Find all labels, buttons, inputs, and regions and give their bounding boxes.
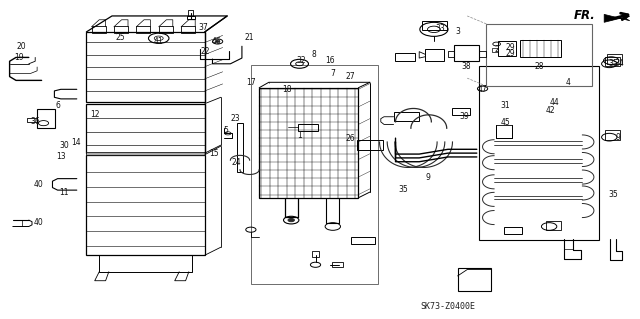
Bar bbox=[251, 65, 378, 284]
Bar bbox=[605, 57, 620, 66]
Text: 6: 6 bbox=[55, 101, 60, 110]
Text: 4: 4 bbox=[566, 78, 571, 87]
Text: 20: 20 bbox=[16, 42, 26, 51]
Text: 8: 8 bbox=[311, 50, 316, 59]
Text: 3: 3 bbox=[455, 27, 460, 36]
Text: 13: 13 bbox=[56, 152, 66, 161]
Bar bbox=[351, 237, 375, 244]
Bar bbox=[454, 45, 479, 61]
Text: 21: 21 bbox=[245, 33, 254, 42]
Text: 12: 12 bbox=[90, 110, 99, 119]
Bar bbox=[259, 88, 358, 198]
Bar bbox=[86, 104, 205, 153]
Text: 31: 31 bbox=[500, 101, 511, 110]
Text: 36: 36 bbox=[30, 117, 40, 126]
Text: 46: 46 bbox=[211, 37, 221, 46]
Text: 1: 1 bbox=[297, 131, 302, 140]
Bar bbox=[357, 140, 383, 150]
Text: 40: 40 bbox=[33, 218, 44, 227]
Text: 29: 29 bbox=[505, 49, 515, 58]
Text: 7: 7 bbox=[330, 69, 335, 78]
Text: 9: 9 bbox=[425, 173, 430, 182]
Bar bbox=[298, 124, 318, 131]
Circle shape bbox=[216, 41, 220, 42]
Text: 22: 22 bbox=[200, 47, 209, 56]
Text: 27: 27 bbox=[346, 72, 356, 81]
Text: 33: 33 bbox=[435, 24, 445, 33]
Text: 9: 9 bbox=[615, 133, 620, 142]
Text: 5: 5 bbox=[223, 126, 228, 135]
Text: 2: 2 bbox=[494, 45, 499, 54]
Text: 25: 25 bbox=[115, 33, 125, 42]
Bar bbox=[496, 125, 512, 138]
Bar bbox=[312, 251, 319, 257]
Text: 11: 11 bbox=[60, 189, 68, 197]
Bar bbox=[486, 24, 592, 86]
Text: 42: 42 bbox=[545, 106, 556, 115]
Circle shape bbox=[288, 219, 294, 222]
Text: 24: 24 bbox=[232, 158, 242, 167]
Text: 19: 19 bbox=[14, 53, 24, 62]
Text: 39: 39 bbox=[460, 112, 470, 121]
Text: 17: 17 bbox=[246, 78, 256, 87]
Bar bbox=[86, 155, 205, 255]
Bar bbox=[425, 49, 444, 61]
Bar bbox=[92, 26, 106, 33]
Text: 28: 28 bbox=[535, 63, 544, 71]
Bar bbox=[395, 53, 415, 61]
Bar bbox=[86, 152, 205, 155]
Bar bbox=[504, 227, 522, 234]
Bar bbox=[332, 262, 343, 267]
Bar bbox=[394, 112, 419, 121]
Bar bbox=[181, 26, 195, 33]
Bar bbox=[498, 41, 516, 56]
Text: 15: 15 bbox=[209, 149, 220, 158]
Bar bbox=[237, 123, 243, 172]
Text: 29: 29 bbox=[505, 43, 515, 52]
Text: SK73-Z0400E: SK73-Z0400E bbox=[420, 302, 476, 311]
Text: 37: 37 bbox=[198, 23, 208, 32]
Text: 34: 34 bbox=[614, 59, 624, 68]
Bar bbox=[136, 26, 150, 33]
Polygon shape bbox=[604, 14, 630, 22]
Bar bbox=[520, 40, 561, 57]
Text: 26: 26 bbox=[345, 134, 355, 143]
Bar bbox=[479, 66, 599, 240]
Bar bbox=[452, 108, 470, 115]
Text: 38: 38 bbox=[461, 62, 471, 70]
Bar bbox=[422, 21, 447, 30]
Bar bbox=[187, 16, 195, 19]
Bar bbox=[37, 109, 55, 128]
Text: 23: 23 bbox=[230, 114, 240, 122]
Text: 35: 35 bbox=[398, 185, 408, 194]
Text: 35: 35 bbox=[608, 59, 618, 68]
Bar bbox=[159, 26, 173, 33]
Text: 40: 40 bbox=[33, 180, 44, 189]
Text: 45: 45 bbox=[500, 118, 511, 127]
Text: 18: 18 bbox=[283, 85, 292, 94]
Text: 16: 16 bbox=[325, 56, 335, 65]
Bar bbox=[458, 268, 491, 291]
Text: 44: 44 bbox=[549, 98, 559, 107]
Text: 35: 35 bbox=[608, 190, 618, 199]
Text: 30: 30 bbox=[59, 141, 69, 150]
Bar bbox=[605, 130, 620, 140]
Text: 41: 41 bbox=[154, 37, 164, 46]
Text: 47: 47 bbox=[477, 85, 488, 94]
Text: 14: 14 bbox=[70, 138, 81, 147]
Bar bbox=[86, 32, 205, 102]
Bar bbox=[546, 221, 561, 230]
Text: FR.: FR. bbox=[573, 10, 595, 22]
Text: 32: 32 bbox=[296, 56, 306, 65]
Bar bbox=[607, 54, 622, 64]
Bar bbox=[114, 26, 128, 33]
